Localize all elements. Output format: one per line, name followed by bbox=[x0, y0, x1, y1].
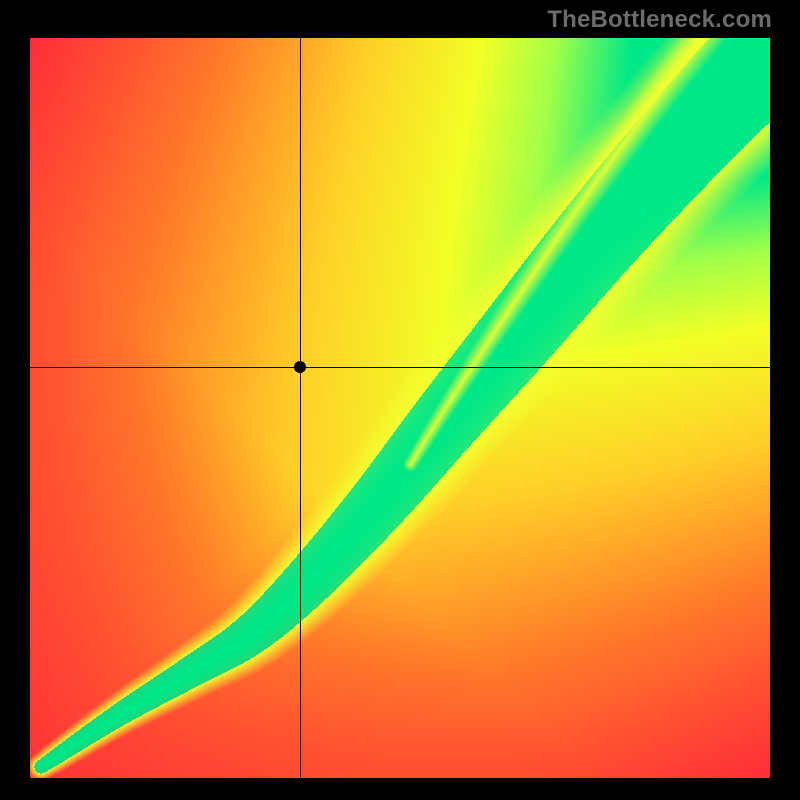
crosshair-vertical bbox=[300, 38, 301, 778]
watermark-text: TheBottleneck.com bbox=[547, 6, 772, 34]
crosshair-horizontal bbox=[30, 367, 770, 368]
heatmap-plot bbox=[30, 38, 770, 778]
heatmap-canvas bbox=[30, 38, 770, 778]
